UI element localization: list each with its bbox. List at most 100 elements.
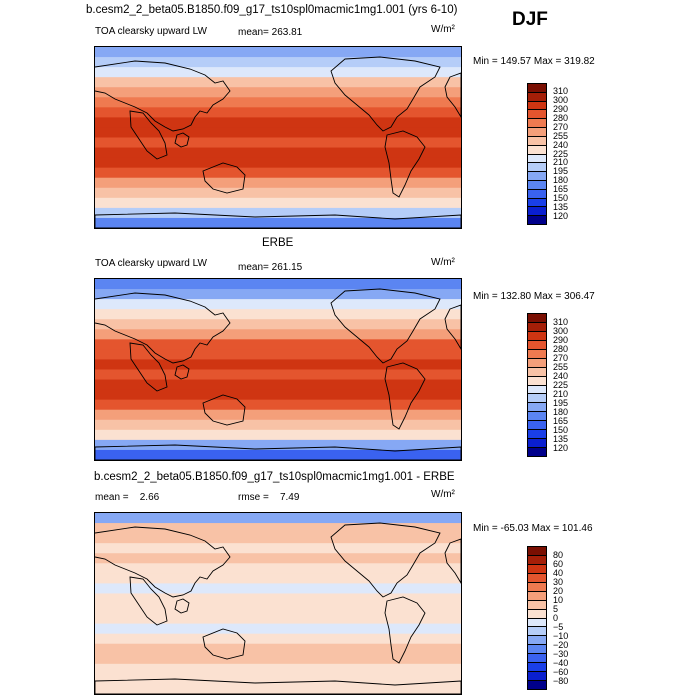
panel1-map-plot xyxy=(95,47,461,228)
colorbar-tick-label: 150 xyxy=(553,192,569,203)
map-band-1-8 xyxy=(95,359,461,371)
coastline-2-1 xyxy=(129,576,168,626)
map-band-0-1 xyxy=(95,57,461,68)
map-band-0-10 xyxy=(95,147,461,159)
colorbar-cell xyxy=(528,636,546,646)
map-band-0-9 xyxy=(95,137,461,149)
colorbar-tick-label: 135 xyxy=(553,433,569,444)
panel3-mean: mean = 2.66 xyxy=(95,492,160,503)
map-band-0-17 xyxy=(95,217,461,228)
panel1-units: W/m² xyxy=(431,24,455,35)
colorbar-tick-label: 180 xyxy=(553,175,569,186)
colorbar-cell xyxy=(528,172,546,181)
map-band-0-6 xyxy=(95,107,461,118)
coastline-2-0 xyxy=(95,526,231,598)
colorbar-cell xyxy=(528,394,546,404)
colorbar-tick-label: −40 xyxy=(553,657,569,668)
map-band-0-13 xyxy=(95,177,461,189)
panel3-map-plot xyxy=(95,513,461,694)
colorbar-cell xyxy=(528,555,546,565)
colorbar-tick-label: 0 xyxy=(553,612,559,623)
map-band-1-13 xyxy=(95,409,461,421)
panel3-map xyxy=(94,512,462,695)
colorbar-tick-label: 310 xyxy=(553,316,569,327)
coastline-0-2 xyxy=(174,132,190,148)
map-band-2-4 xyxy=(95,553,461,564)
map-band-2-6 xyxy=(95,573,461,584)
colorbar-cell xyxy=(528,591,546,601)
colorbar-tick-label: 80 xyxy=(553,549,564,560)
map-band-1-1 xyxy=(95,289,461,300)
map-band-0-15 xyxy=(95,197,461,209)
colorbar-tick-label: 5 xyxy=(553,603,559,614)
map-band-2-15 xyxy=(95,663,461,675)
map-band-0-16 xyxy=(95,207,461,219)
colorbar-cell xyxy=(528,119,546,129)
colorbar-cell xyxy=(528,547,546,556)
panel1-map xyxy=(94,46,462,229)
colorbar-cell xyxy=(528,101,546,111)
coastline-0-3 xyxy=(202,162,246,194)
page-title: b.cesm2_2_beta05.B1850.f09_g17_ts10spl0m… xyxy=(86,4,458,16)
colorbar-tick-label: −30 xyxy=(553,648,569,659)
colorbar-cell xyxy=(528,430,546,440)
colorbar-tick-label: 255 xyxy=(553,130,569,141)
colorbar-tick-label: 210 xyxy=(553,157,569,168)
colorbar-cell xyxy=(528,376,546,386)
coastline-1-5 xyxy=(384,362,426,430)
coastline-0-6 xyxy=(444,72,461,118)
colorbar-tick-label: 135 xyxy=(553,201,569,212)
map-band-1-0 xyxy=(95,279,461,290)
map-band-0-14 xyxy=(95,187,461,199)
colorbar-cell xyxy=(528,681,546,689)
coastline-1-1 xyxy=(129,342,168,392)
colorbar-cell xyxy=(528,180,546,190)
panel2-colorbar xyxy=(527,313,547,457)
colorbar-cell xyxy=(528,573,546,583)
colorbar-tick-label: 60 xyxy=(553,558,564,569)
map-band-1-5 xyxy=(95,329,461,340)
panel2-minmax: Min = 132.80 Max = 306.47 xyxy=(473,291,595,302)
panel1-variable: TOA clearsky upward LW xyxy=(95,26,207,37)
map-band-2-0 xyxy=(95,513,461,524)
season-label: DJF xyxy=(512,9,548,30)
map-band-2-11 xyxy=(95,623,461,635)
colorbar-cell xyxy=(528,385,546,395)
colorbar-cell xyxy=(528,582,546,592)
colorbar-cell xyxy=(528,439,546,449)
colorbar-tick-label: −80 xyxy=(553,675,569,686)
colorbar-cell xyxy=(528,198,546,208)
coastline-1-0 xyxy=(95,292,231,364)
map-band-1-14 xyxy=(95,419,461,431)
colorbar-cell xyxy=(528,145,546,155)
coastline-1-3 xyxy=(202,394,246,426)
colorbar-cell xyxy=(528,564,546,574)
colorbar-cell xyxy=(528,654,546,664)
map-band-1-9 xyxy=(95,369,461,381)
coastline-1-2 xyxy=(174,364,190,380)
map-band-2-17 xyxy=(95,683,461,694)
map-band-2-7 xyxy=(95,583,461,595)
coastline-0-4 xyxy=(330,56,441,132)
map-band-2-10 xyxy=(95,613,461,625)
colorbar-cell xyxy=(528,207,546,217)
panel2-subtitle: ERBE xyxy=(262,237,294,249)
colorbar-tick-label: 290 xyxy=(553,104,569,115)
map-band-1-7 xyxy=(95,349,461,361)
coastline-1-6 xyxy=(444,304,461,350)
map-band-1-6 xyxy=(95,339,461,350)
colorbar-cell xyxy=(528,128,546,137)
panel2-colorbar-labels: 310 300 290 280 270 255 240 225 210 195 180 165 150 1… xyxy=(553,313,568,453)
map-band-0-12 xyxy=(95,167,461,179)
colorbar-tick-label: 20 xyxy=(553,585,564,596)
colorbar-tick-label: −20 xyxy=(553,639,569,650)
colorbar-tick-label: 195 xyxy=(553,397,569,408)
map-band-1-12 xyxy=(95,399,461,411)
coastline-2-5 xyxy=(384,596,426,664)
map-band-0-5 xyxy=(95,97,461,108)
map-band-0-2 xyxy=(95,67,461,78)
coastline-0-5 xyxy=(384,130,426,198)
map-band-2-12 xyxy=(95,633,461,645)
panel1-colorbar xyxy=(527,83,547,225)
panel1-minmax: Min = 149.57 Max = 319.82 xyxy=(473,56,595,67)
